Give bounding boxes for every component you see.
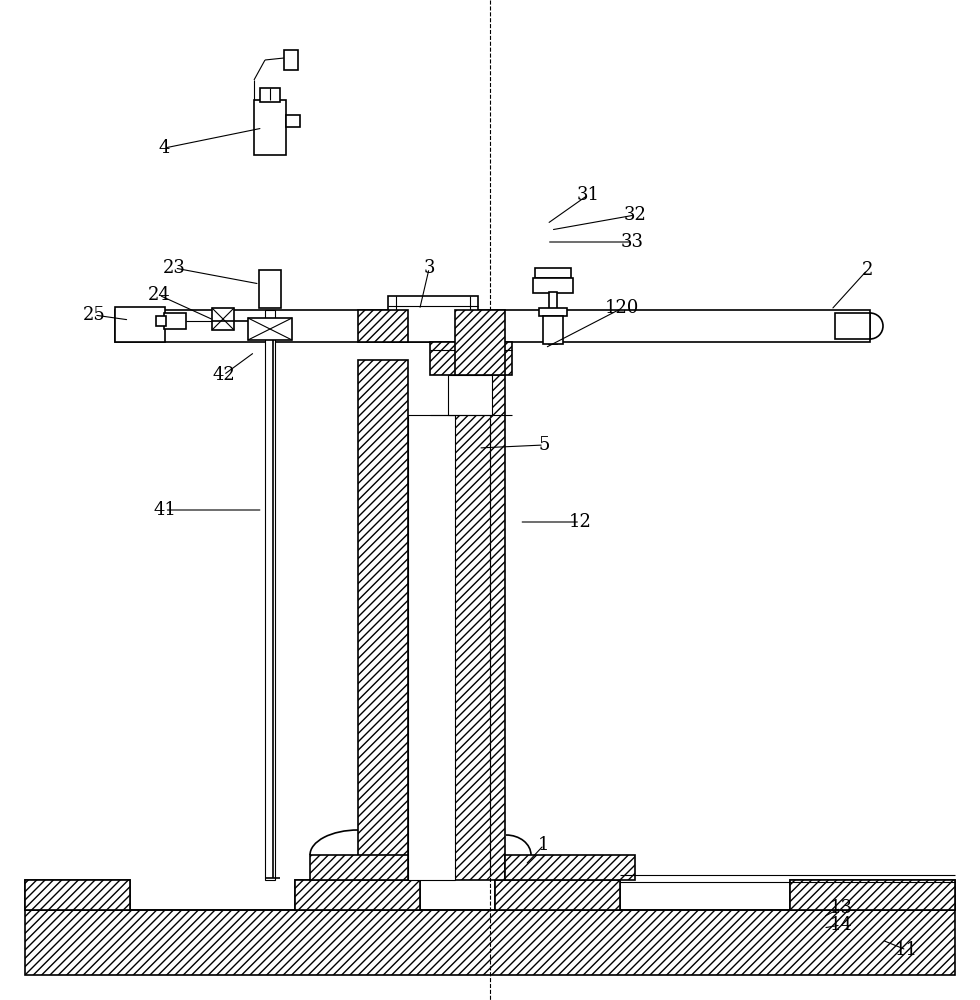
- Bar: [358, 360, 408, 880]
- Bar: [254, 100, 286, 155]
- Bar: [295, 880, 420, 910]
- Text: 33: 33: [620, 233, 644, 251]
- Bar: [115, 310, 870, 342]
- Text: 12: 12: [568, 513, 592, 531]
- Text: 120: 120: [605, 299, 640, 317]
- Bar: [156, 316, 166, 326]
- Text: 42: 42: [212, 366, 235, 384]
- Bar: [164, 313, 186, 329]
- Bar: [248, 318, 292, 340]
- Bar: [790, 880, 955, 910]
- Bar: [310, 855, 408, 880]
- Text: 11: 11: [895, 941, 918, 959]
- Text: 13: 13: [829, 899, 853, 917]
- Bar: [408, 415, 455, 880]
- Bar: [358, 310, 408, 342]
- Text: 4: 4: [159, 139, 171, 157]
- Bar: [265, 310, 275, 880]
- Text: 3: 3: [423, 259, 435, 277]
- Bar: [535, 268, 571, 278]
- Bar: [549, 292, 557, 344]
- Text: 1: 1: [538, 836, 550, 854]
- Bar: [25, 880, 130, 910]
- Bar: [539, 308, 567, 316]
- Bar: [260, 88, 280, 102]
- Bar: [295, 880, 420, 910]
- Text: 32: 32: [623, 206, 647, 224]
- Text: 2: 2: [861, 261, 873, 279]
- Bar: [430, 342, 512, 375]
- Bar: [835, 313, 870, 339]
- Bar: [25, 880, 130, 910]
- Bar: [533, 278, 573, 293]
- Bar: [284, 50, 298, 70]
- Bar: [25, 910, 955, 975]
- Bar: [448, 375, 492, 415]
- Bar: [212, 308, 234, 330]
- Bar: [286, 115, 300, 127]
- Bar: [115, 307, 165, 342]
- Text: 24: 24: [147, 286, 171, 304]
- Bar: [543, 316, 563, 344]
- Bar: [790, 880, 955, 910]
- Text: 31: 31: [576, 186, 600, 204]
- Bar: [505, 855, 635, 880]
- Text: 25: 25: [82, 306, 106, 324]
- Bar: [495, 880, 620, 910]
- Text: 23: 23: [163, 259, 186, 277]
- Text: 5: 5: [538, 436, 550, 454]
- Bar: [259, 270, 281, 308]
- Text: 41: 41: [153, 501, 176, 519]
- Bar: [455, 360, 505, 880]
- Bar: [495, 880, 620, 910]
- Text: 14: 14: [829, 916, 853, 934]
- Bar: [388, 296, 478, 342]
- Bar: [455, 310, 505, 375]
